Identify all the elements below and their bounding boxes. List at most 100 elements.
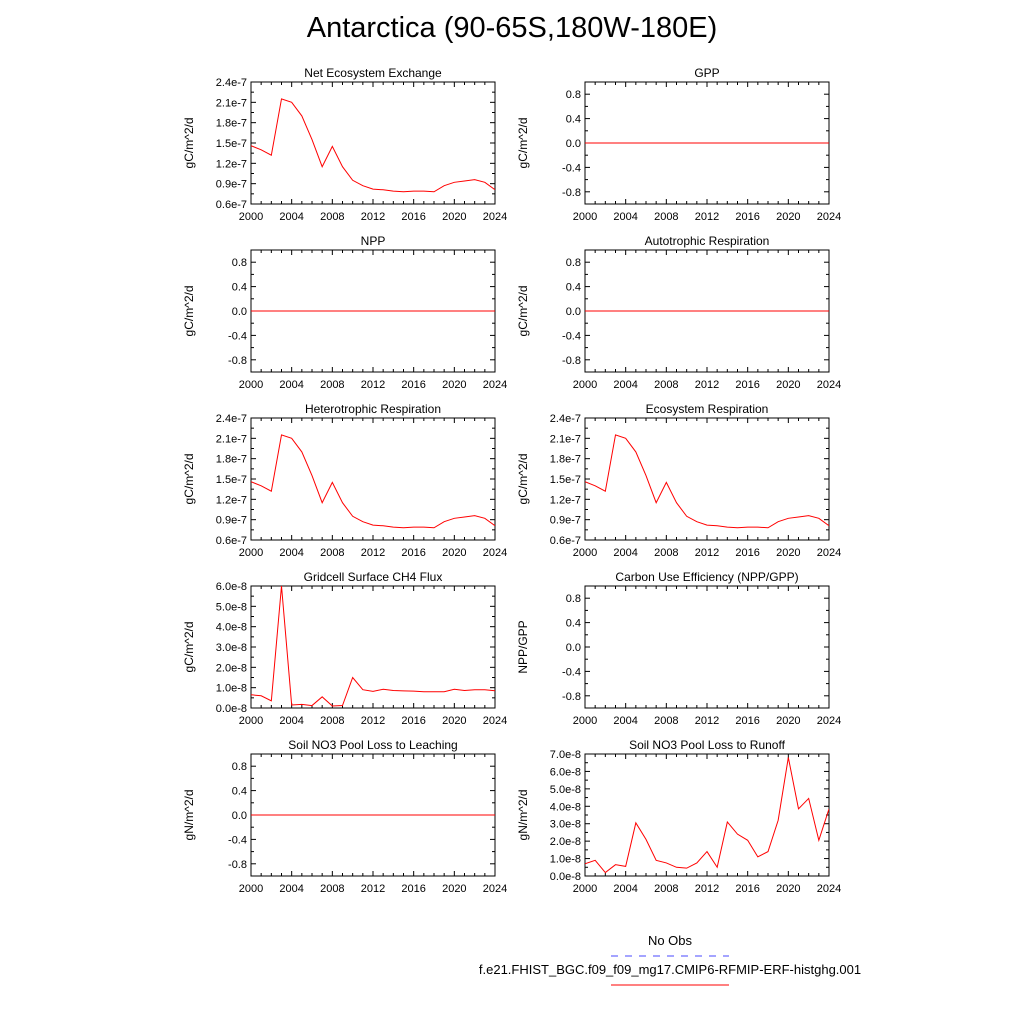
y-tick-label: 1.2e-7 (550, 494, 581, 506)
x-tick-label: 2016 (401, 211, 425, 223)
y-tick-label: 1.5e-7 (216, 474, 247, 486)
panel-title: Ecosystem Respiration (646, 402, 769, 416)
x-tick-label: 2008 (654, 379, 678, 391)
x-tick-label: 2016 (401, 883, 425, 895)
x-tick-label: 2012 (695, 379, 719, 391)
y-axis-label: gC/m^2/d (182, 286, 196, 337)
x-tick-label: 2000 (239, 547, 263, 559)
x-tick-label: 2012 (695, 547, 719, 559)
y-tick-label: 4.0e-8 (216, 622, 247, 634)
x-tick-label: 2004 (613, 883, 637, 895)
y-axis-label: gC/m^2/d (182, 454, 196, 505)
panel-title: Soil NO3 Pool Loss to Runoff (629, 738, 786, 752)
x-tick-label: 2024 (483, 211, 507, 223)
y-tick-label: 0.4 (566, 618, 581, 630)
x-tick-label: 2012 (361, 715, 385, 727)
y-tick-label: 1.2e-7 (216, 158, 247, 170)
y-tick-label: 3.0e-8 (216, 642, 247, 654)
x-tick-label: 2012 (361, 883, 385, 895)
y-tick-label: 0.6e-7 (550, 535, 581, 547)
series-line (585, 434, 829, 529)
y-tick-label: 0.0 (232, 306, 247, 318)
y-tick-label: 0.0 (566, 138, 581, 150)
x-tick-label: 2004 (613, 715, 637, 727)
y-tick-label: 6.0e-8 (550, 766, 581, 778)
panel-title: Gridcell Surface CH4 Flux (304, 570, 443, 584)
x-tick-label: 2020 (776, 883, 800, 895)
y-axis-label: gC/m^2/d (516, 286, 530, 337)
y-tick-label: -0.8 (228, 859, 247, 871)
y-tick-label: 0.4 (566, 114, 581, 126)
y-tick-label: 1.5e-7 (550, 474, 581, 486)
x-tick-label: 2024 (817, 547, 841, 559)
x-tick-label: 2004 (279, 211, 303, 223)
legend-lines (611, 955, 729, 986)
panel-6: Gridcell Surface CH4 Flux gC/m^2/d 2000 200… (182, 570, 507, 727)
x-tick-label: 2020 (776, 715, 800, 727)
x-tick-label: 2024 (817, 883, 841, 895)
y-tick-label: 1.2e-7 (216, 494, 247, 506)
panel-4: Heterotrophic Respiration gC/m^2/d 2000 200… (182, 402, 507, 559)
panel-3: Autotrophic Respiration gC/m^2/d 2000 2004 2… (516, 234, 841, 391)
panel-title: Carbon Use Efficiency (NPP/GPP) (615, 570, 798, 584)
y-tick-label: 6.0e-8 (216, 581, 247, 593)
panel-9: Soil NO3 Pool Loss to Runoff gN/m^2/d 2000… (516, 738, 841, 895)
panel-7: Carbon Use Efficiency (NPP/GPP) NPP/GPP 20… (516, 570, 841, 727)
y-tick-label: -0.4 (562, 330, 581, 342)
panel-title: NPP (361, 234, 386, 248)
y-tick-label: -0.8 (562, 187, 581, 199)
y-tick-label: 1.8e-7 (216, 454, 247, 466)
x-tick-label: 2024 (817, 211, 841, 223)
x-tick-label: 2016 (735, 547, 759, 559)
x-tick-label: 2008 (320, 715, 344, 727)
y-tick-label: 0.8 (232, 257, 247, 269)
x-tick-label: 2004 (613, 547, 637, 559)
x-tick-label: 2000 (573, 211, 597, 223)
y-tick-label: -0.4 (562, 162, 581, 174)
x-tick-label: 2012 (361, 211, 385, 223)
y-tick-label: 0.9e-7 (216, 515, 247, 527)
y-tick-label: 0.4 (232, 786, 247, 798)
y-tick-label: 0.0e-8 (550, 871, 581, 883)
x-tick-label: 2008 (654, 547, 678, 559)
y-tick-label: 0.8 (232, 761, 247, 773)
x-tick-label: 2008 (654, 883, 678, 895)
x-tick-label: 2016 (735, 379, 759, 391)
y-axis-label: gC/m^2/d (182, 118, 196, 169)
x-tick-label: 2024 (817, 715, 841, 727)
y-tick-label: 0.4 (232, 282, 247, 294)
panel-0: Net Ecosystem Exchange gC/m^2/d 2000 2004 20… (182, 66, 507, 223)
x-tick-label: 2000 (573, 715, 597, 727)
panel-title: Soil NO3 Pool Loss to Leaching (288, 738, 457, 752)
y-tick-label: 0.8 (566, 593, 581, 605)
y-tick-label: 0.4 (566, 282, 581, 294)
x-tick-label: 2008 (320, 211, 344, 223)
series-line (251, 586, 495, 707)
x-tick-label: 2024 (483, 715, 507, 727)
y-tick-label: 5.0e-8 (216, 601, 247, 613)
y-axis-label: NPP/GPP (516, 620, 530, 673)
x-tick-label: 2004 (279, 883, 303, 895)
y-tick-label: 0.9e-7 (550, 515, 581, 527)
y-tick-label: 2.4e-7 (550, 413, 581, 425)
x-tick-label: 2024 (483, 379, 507, 391)
x-tick-label: 2024 (483, 547, 507, 559)
legend-obs-label: No Obs (647, 933, 693, 948)
x-tick-label: 2004 (279, 715, 303, 727)
panel-2: NPP gC/m^2/d 2000 2004 2008 2012 2016 2020 2024 0… (182, 234, 507, 391)
x-tick-label: 2016 (735, 883, 759, 895)
x-tick-label: 2000 (239, 883, 263, 895)
x-tick-label: 2020 (442, 211, 466, 223)
x-tick-label: 2020 (442, 883, 466, 895)
y-tick-label: 2.0e-8 (216, 662, 247, 674)
y-tick-label: -0.8 (228, 355, 247, 367)
x-tick-label: 2004 (613, 211, 637, 223)
x-tick-label: 2008 (654, 211, 678, 223)
panel-5: Ecosystem Respiration gC/m^2/d 2000 2004 200… (516, 402, 841, 559)
y-tick-label: 2.4e-7 (216, 77, 247, 89)
x-tick-label: 2020 (442, 547, 466, 559)
y-tick-label: 0.0 (566, 642, 581, 654)
x-tick-label: 2012 (695, 883, 719, 895)
x-tick-label: 2000 (239, 715, 263, 727)
